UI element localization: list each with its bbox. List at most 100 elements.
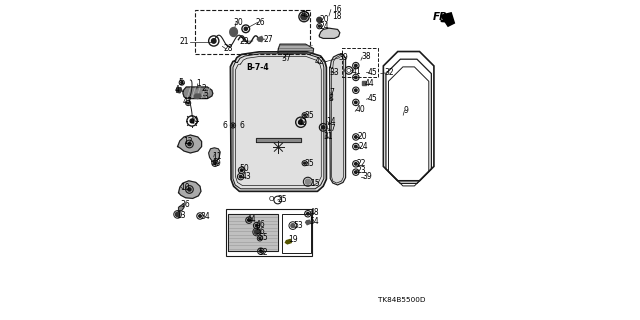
Text: 24: 24	[358, 142, 368, 151]
Text: 41: 41	[351, 67, 361, 76]
Text: 50: 50	[239, 164, 249, 173]
Polygon shape	[278, 44, 314, 53]
Polygon shape	[319, 28, 340, 38]
Circle shape	[304, 162, 306, 164]
Text: 24: 24	[319, 22, 329, 31]
Text: 8: 8	[329, 94, 333, 103]
Circle shape	[317, 17, 322, 22]
Polygon shape	[330, 54, 346, 185]
Polygon shape	[230, 52, 326, 191]
Text: 6: 6	[239, 121, 244, 130]
Circle shape	[355, 163, 357, 165]
Circle shape	[248, 219, 250, 221]
Circle shape	[348, 69, 349, 71]
Text: 55: 55	[259, 233, 268, 242]
Polygon shape	[209, 148, 220, 162]
Bar	[282, 214, 311, 253]
Circle shape	[180, 82, 183, 84]
Circle shape	[355, 171, 357, 173]
Text: 15: 15	[310, 179, 319, 188]
Circle shape	[190, 119, 194, 123]
Circle shape	[211, 39, 216, 43]
Circle shape	[291, 224, 294, 228]
Text: 43: 43	[242, 172, 252, 181]
Circle shape	[301, 13, 307, 20]
Text: 7: 7	[329, 88, 334, 97]
Bar	[226, 209, 312, 256]
Text: 52: 52	[259, 248, 268, 257]
Text: 44: 44	[365, 79, 374, 88]
Text: 42: 42	[314, 57, 324, 66]
Text: 23: 23	[357, 166, 367, 175]
Circle shape	[304, 114, 306, 116]
Text: 27: 27	[263, 35, 273, 44]
Text: 35: 35	[304, 111, 314, 120]
Circle shape	[232, 124, 234, 126]
Text: B-7-4: B-7-4	[246, 63, 268, 72]
Circle shape	[319, 25, 321, 27]
Text: 34: 34	[200, 212, 210, 221]
Text: 39: 39	[339, 53, 348, 62]
Text: 53: 53	[294, 221, 303, 230]
Text: 56: 56	[255, 227, 265, 236]
Text: 14: 14	[326, 117, 336, 126]
Text: 4: 4	[175, 85, 180, 94]
Text: 45: 45	[301, 10, 310, 19]
Text: 9: 9	[403, 106, 408, 115]
Text: 40: 40	[355, 105, 365, 114]
Text: 48: 48	[310, 208, 319, 217]
Text: 21: 21	[179, 37, 189, 46]
Text: 33: 33	[330, 68, 339, 76]
Circle shape	[188, 142, 191, 146]
Circle shape	[187, 102, 189, 104]
Polygon shape	[195, 94, 201, 99]
Circle shape	[355, 64, 357, 67]
Circle shape	[255, 224, 258, 227]
Circle shape	[347, 69, 351, 72]
Circle shape	[355, 76, 357, 79]
Text: 42: 42	[298, 118, 307, 127]
Circle shape	[254, 230, 259, 234]
Text: TK84B5500D: TK84B5500D	[378, 297, 426, 303]
Text: 20: 20	[319, 15, 329, 24]
Text: 20: 20	[358, 132, 367, 141]
Circle shape	[240, 169, 243, 172]
Text: 19: 19	[288, 236, 298, 244]
Text: 28: 28	[223, 44, 233, 53]
Text: 30: 30	[233, 18, 243, 27]
Text: 10: 10	[180, 183, 189, 192]
Polygon shape	[179, 204, 184, 211]
Circle shape	[355, 89, 357, 92]
Text: 54: 54	[310, 217, 319, 226]
Polygon shape	[177, 88, 182, 93]
Circle shape	[188, 188, 191, 191]
Polygon shape	[257, 36, 263, 42]
Text: 31: 31	[324, 132, 333, 141]
Text: 5: 5	[178, 78, 183, 87]
Polygon shape	[362, 81, 366, 85]
Bar	[195, 10, 310, 54]
Polygon shape	[228, 214, 278, 251]
Circle shape	[298, 120, 303, 124]
Circle shape	[355, 136, 357, 138]
Text: 26: 26	[255, 18, 265, 27]
Circle shape	[214, 162, 216, 164]
Text: 13: 13	[176, 211, 186, 220]
Circle shape	[175, 212, 180, 217]
Polygon shape	[230, 28, 237, 36]
Text: 37: 37	[281, 54, 291, 63]
Text: 38: 38	[361, 52, 371, 61]
Polygon shape	[306, 220, 310, 225]
Text: 45: 45	[367, 94, 377, 103]
Text: 17: 17	[326, 124, 336, 133]
Polygon shape	[183, 87, 212, 99]
Text: 16: 16	[332, 5, 342, 14]
Text: 1: 1	[196, 79, 200, 88]
Polygon shape	[179, 181, 201, 198]
Polygon shape	[285, 239, 291, 244]
Circle shape	[260, 250, 262, 252]
Polygon shape	[441, 13, 454, 26]
Text: 47: 47	[183, 97, 193, 106]
Polygon shape	[256, 138, 301, 142]
Bar	[342, 48, 378, 77]
